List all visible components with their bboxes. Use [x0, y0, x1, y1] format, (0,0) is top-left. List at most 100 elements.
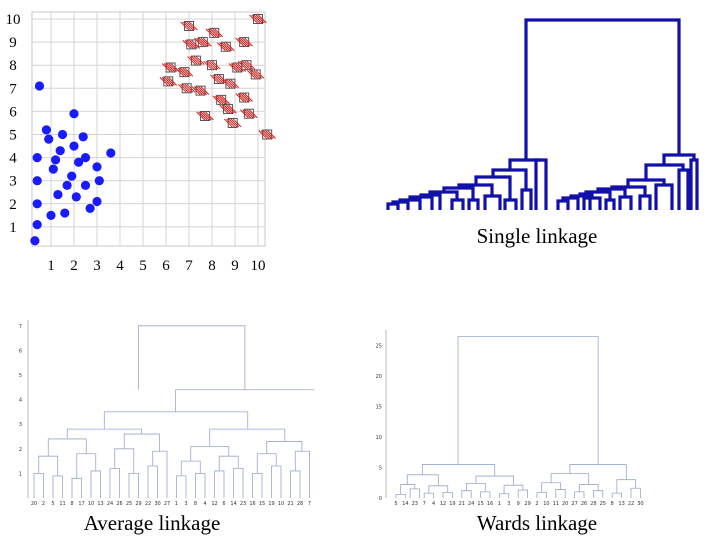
- point-hatch: [226, 118, 235, 128]
- leaf-label: 28: [297, 501, 303, 507]
- point-hatch: [194, 37, 203, 47]
- point-hatch: [161, 63, 171, 72]
- point-hatch: [184, 21, 194, 31]
- point-hatch: [219, 42, 228, 52]
- dendrogram-link: [517, 489, 528, 498]
- point-hatch: [251, 70, 261, 79]
- leaf-label: 4: [203, 501, 206, 507]
- dendrogram-link: [556, 199, 570, 210]
- point-hatch: [163, 77, 173, 86]
- dendrogram-link: [569, 464, 627, 480]
- data-point: [51, 155, 61, 165]
- x-tick-label: 7: [185, 258, 193, 274]
- point-hatch: [223, 118, 233, 128]
- y-tick-label: 4: [9, 151, 17, 167]
- data-point: [69, 109, 79, 119]
- point-hatch: [235, 93, 245, 102]
- point-hatch: [214, 28, 224, 38]
- data-point: [48, 164, 58, 174]
- leaf-label: 29: [135, 501, 141, 507]
- point-hatch: [212, 74, 222, 84]
- point-hatch: [244, 93, 253, 102]
- dendrogram-link: [176, 475, 187, 498]
- point-hatch: [205, 28, 215, 38]
- y-tick-label: 2: [9, 197, 17, 213]
- leaf-label: 2: [42, 501, 45, 507]
- dendrogram-link: [555, 489, 566, 498]
- dendrogram-link: [508, 158, 541, 170]
- point-hatch: [212, 28, 221, 38]
- point-hatch: [253, 70, 263, 79]
- dendrogram-link: [214, 470, 225, 498]
- leaf-label: 12: [440, 501, 446, 507]
- x-tick-label: 9: [231, 258, 239, 274]
- dendrogram-link: [400, 484, 416, 495]
- dendrogram-link: [423, 492, 434, 498]
- dendrogram-link: [114, 448, 135, 474]
- data-point: [32, 199, 42, 209]
- y-tick-label: 25: [376, 344, 382, 350]
- point-hatch: [244, 60, 254, 70]
- data-point: [223, 117, 242, 128]
- point-hatch: [230, 79, 240, 89]
- point-hatch: [180, 67, 189, 77]
- point-hatch: [177, 83, 187, 93]
- dendrogram-link: [524, 18, 681, 160]
- dendrogram-link: [209, 428, 286, 447]
- dendrogram-link: [618, 195, 633, 210]
- dendrogram-link: [428, 485, 449, 494]
- point-hatch: [253, 14, 263, 24]
- point-hatch: [267, 130, 276, 139]
- data-point: [106, 148, 116, 158]
- y-tick-label: 7: [9, 81, 17, 97]
- point-hatch: [196, 37, 205, 47]
- point-hatch: [193, 86, 203, 95]
- data-point: [62, 180, 72, 190]
- point-hatch: [255, 70, 265, 79]
- point-hatch: [196, 111, 206, 121]
- point-hatch: [203, 60, 212, 70]
- dendrogram-link: [147, 465, 158, 498]
- point-hatch: [228, 79, 237, 89]
- point-hatch: [196, 86, 205, 95]
- x-tick-label: 2: [70, 258, 78, 274]
- point-hatch: [251, 14, 261, 24]
- single-linkage-title: Single linkage: [477, 224, 598, 248]
- point-hatch: [255, 14, 265, 24]
- dendrogram-link: [190, 445, 230, 462]
- dendrogram-link: [33, 473, 44, 498]
- leaf-label: 7: [308, 501, 311, 507]
- point-hatch: [207, 28, 217, 38]
- leaf-label: 15: [477, 501, 483, 507]
- data-point: [175, 67, 194, 78]
- point-hatch: [221, 95, 230, 105]
- data-point: [92, 196, 102, 207]
- point-hatch: [237, 37, 247, 47]
- dendrogram-link: [391, 200, 410, 210]
- leaf-label: 21: [287, 501, 293, 507]
- point-hatch: [260, 130, 270, 139]
- point-hatch: [189, 56, 199, 65]
- point-hatch: [242, 60, 251, 70]
- point-hatch: [186, 21, 196, 31]
- average-linkage-title: Average linkage: [84, 511, 221, 535]
- leaf-label: 9: [517, 501, 520, 507]
- leaf-label: 5: [51, 501, 54, 507]
- data-point: [246, 69, 265, 80]
- point-hatch: [249, 14, 258, 24]
- dendrogram-link: [582, 196, 602, 210]
- leaf-label: 17: [78, 501, 84, 507]
- point-hatch: [209, 60, 219, 70]
- data-point: [235, 92, 253, 103]
- dendrogram-link: [574, 491, 585, 498]
- dendrogram-link: [195, 473, 206, 498]
- point-hatch: [258, 14, 267, 24]
- point-hatch: [202, 37, 212, 47]
- x-tick-label: 6: [162, 258, 170, 274]
- data-point: [92, 162, 102, 172]
- point-hatch: [240, 109, 249, 119]
- data-point: [194, 37, 212, 48]
